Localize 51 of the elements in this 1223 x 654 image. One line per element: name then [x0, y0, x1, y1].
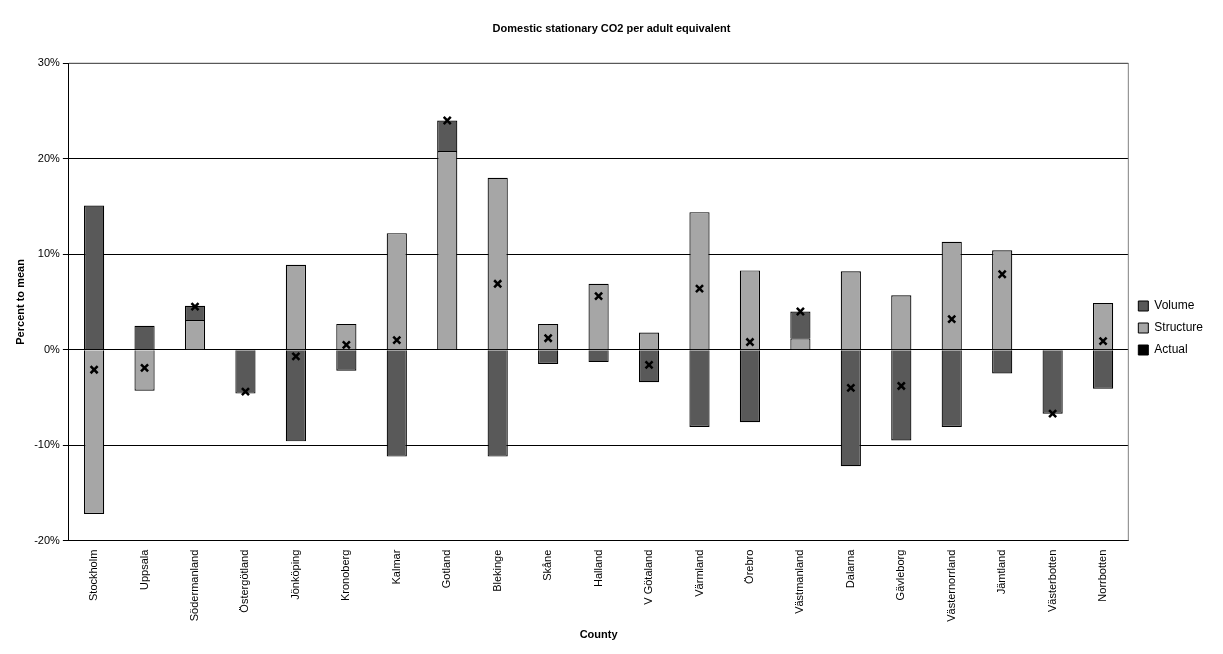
point [694, 283, 705, 294]
legend-label: Structure [1154, 320, 1204, 335]
y-tick-label: -10% [34, 438, 61, 451]
point [946, 314, 957, 324]
x-tick-label: Kalmar [389, 549, 402, 585]
x-tick-label: Halland [591, 549, 604, 587]
x-tick-label: Värmland [692, 549, 705, 597]
point [190, 301, 200, 312]
point [593, 291, 604, 301]
chart-title: Domestic stationary CO2 per adult equivalent [492, 21, 731, 34]
legend-label: Actual [1154, 342, 1188, 357]
point [291, 351, 301, 362]
y-axis-title: Percent to mean [13, 258, 26, 345]
x-tick-label: Södermanland [188, 549, 201, 622]
x-tick-label: Kronoberg [339, 549, 352, 602]
x-tick-label: V Götaland [642, 549, 655, 605]
y-tick-label: 0% [43, 342, 61, 355]
point [240, 386, 251, 397]
point [1098, 336, 1108, 346]
x-axis-title: County [579, 628, 619, 641]
x-tick-label: Dalarna [843, 548, 856, 589]
x-tick-label: Västerbotten [1045, 549, 1058, 613]
x-tick-label: Uppsala [137, 548, 150, 591]
point [1047, 408, 1058, 419]
point [442, 115, 453, 126]
x-tick-label: Stockholm [87, 549, 100, 602]
y-tick-label: 30% [37, 56, 61, 69]
point [341, 340, 352, 350]
point [492, 279, 503, 289]
y-tick-label: -20% [34, 533, 61, 546]
x-tick-label: Norrbotten [1096, 549, 1109, 602]
x-tick-label: Örebro [742, 549, 755, 584]
point [89, 364, 99, 375]
x-tick-label: Jämtland [995, 549, 1008, 595]
point [392, 335, 402, 345]
y-tick-label: 10% [37, 247, 61, 260]
x-tick-label: Östergötland [238, 549, 251, 613]
point [997, 269, 1007, 280]
x-tick-label: Gotland [440, 549, 453, 589]
x-tick-label: Västernorrland [944, 549, 957, 622]
y-tick-label: 20% [37, 151, 61, 164]
x-tick-label: Gävleborg [894, 549, 907, 601]
x-tick-label: Jönköping [288, 549, 301, 600]
x-tick-label: Skåne [541, 549, 554, 581]
point [795, 306, 806, 317]
point [846, 383, 856, 393]
point [896, 381, 907, 391]
point [745, 337, 755, 347]
x-tick-label: Västmanland [793, 549, 806, 614]
legend-label: Volume [1154, 298, 1195, 313]
x-tick-label: Blekinge [490, 549, 503, 592]
